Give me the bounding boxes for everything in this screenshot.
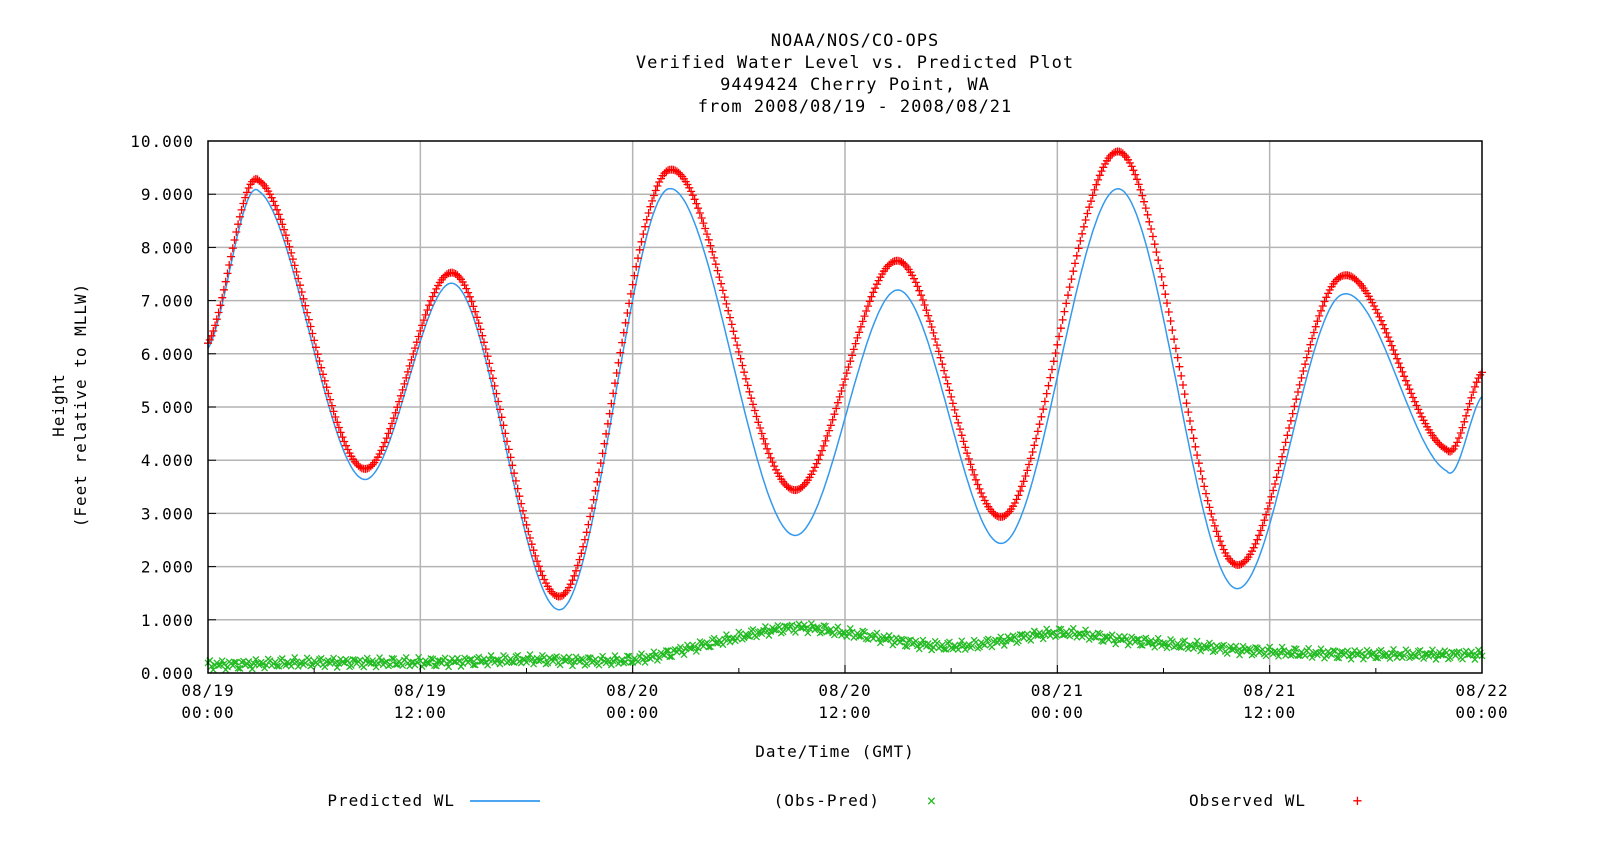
legend-marker-swatch: ×: [927, 791, 938, 810]
legend-label: Predicted WL: [327, 791, 455, 810]
x-tick-label-time: 12:00: [394, 703, 447, 722]
x-axis-label: Date/Time (GMT): [755, 742, 915, 761]
x-axis: 08/19 00:00 08/19 12:00 08/20 00:00 08/20 12:00…: [181, 665, 1508, 722]
x-tick-label-date: 08/21: [1031, 681, 1084, 700]
y-tick-label: 10.000: [130, 132, 194, 151]
x-tick-label-date: 08/20: [606, 681, 659, 700]
y-tick-label: 3.000: [141, 504, 194, 523]
chart-title-line: 9449424 Cherry Point, WA: [720, 75, 990, 95]
y-tick-label: 5.000: [141, 398, 194, 417]
y-tick-label: 7.000: [141, 292, 194, 311]
series-predicted-wl: [207, 187, 1483, 611]
y-tick-label: 4.000: [141, 451, 194, 470]
x-tick-label-date: 08/19: [394, 681, 447, 700]
legend-label: Observed WL: [1189, 791, 1306, 810]
chart-title-line: from 2008/08/19 - 2008/08/21: [698, 97, 1013, 117]
y-tick-label: 1.000: [141, 611, 194, 630]
y-axis: 0.000 1.000 2.000 3.000 4.000 5.000 6.000 7.000…: [130, 132, 216, 683]
chart-title-line: NOAA/NOS/CO-OPS: [771, 31, 940, 51]
predicted-line: [207, 187, 1483, 611]
x-tick-label-date: 08/22: [1455, 681, 1508, 700]
y-tick-label: 0.000: [141, 664, 194, 683]
x-tick-label-date: 08/21: [1243, 681, 1296, 700]
grid: [208, 141, 1482, 673]
x-tick-label-date: 08/20: [818, 681, 871, 700]
y-axis-label-line: (Feet relative to MLLW): [71, 283, 90, 528]
x-tick-label-time: 00:00: [606, 703, 659, 722]
legend: Predicted WL (Obs-Pred) × Observed WL +: [327, 791, 1364, 810]
y-tick-label: 9.000: [141, 185, 194, 204]
x-tick-label-date: 08/19: [181, 681, 234, 700]
y-tick-label: 8.000: [141, 238, 194, 257]
x-tick-label-time: 12:00: [818, 703, 871, 722]
x-tick-label-time: 00:00: [181, 703, 234, 722]
y-axis-label-line: Height: [49, 373, 68, 437]
y-axis-label: Height (Feet relative to MLLW): [49, 283, 90, 528]
legend-label: (Obs-Pred): [774, 791, 880, 810]
y-tick-label: 6.000: [141, 345, 194, 364]
chart-title-line: Verified Water Level vs. Predicted Plot: [636, 53, 1074, 73]
x-tick-label-time: 00:00: [1455, 703, 1508, 722]
y-tick-label: 2.000: [141, 558, 194, 577]
x-tick-label-time: 00:00: [1031, 703, 1084, 722]
legend-marker-swatch: +: [1353, 791, 1364, 810]
x-tick-label-time: 12:00: [1243, 703, 1296, 722]
